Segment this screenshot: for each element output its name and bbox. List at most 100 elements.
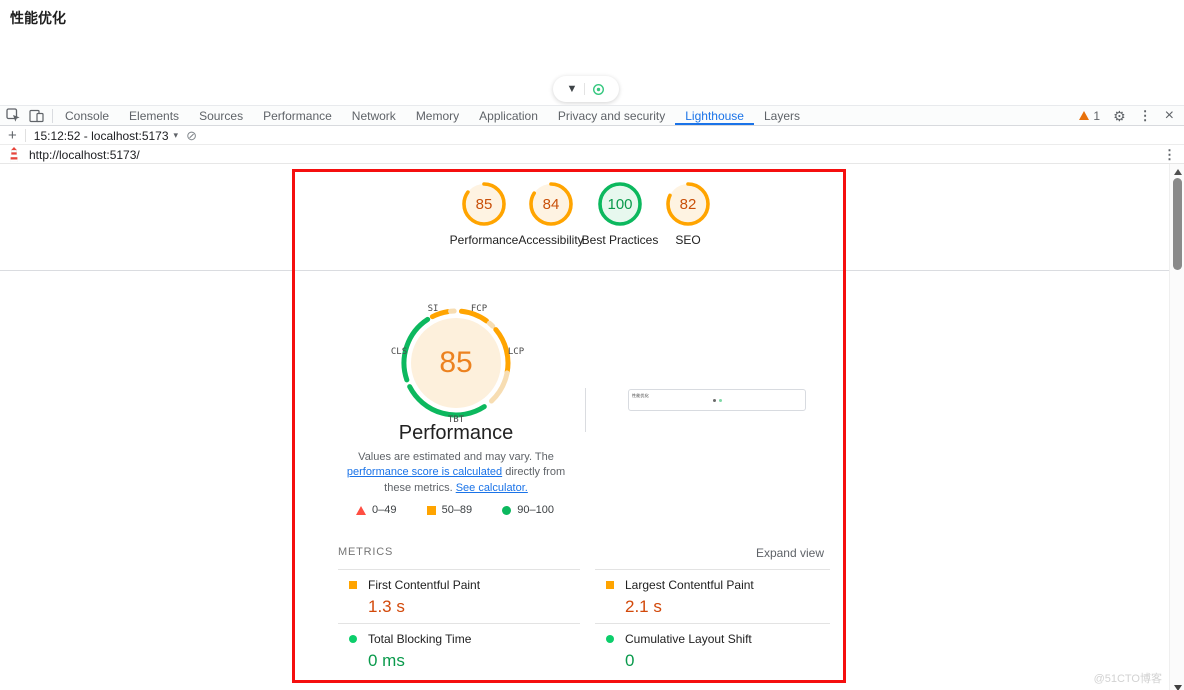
device-toolbar-icon[interactable]	[29, 109, 44, 123]
settings-gear-icon[interactable]: ⚙	[1113, 107, 1126, 124]
legend-range: 0–49	[372, 504, 397, 516]
performance-section-title: Performance	[398, 422, 514, 444]
lighthouse-run-toolbar: + 15:12:52 - localhost:5173 ▾ ⊘	[0, 127, 1184, 145]
si-label: SI	[427, 304, 439, 314]
thumbnail-page-title: 性能优化	[632, 393, 649, 399]
lighthouse-logo-icon	[8, 147, 20, 162]
metric-first-contentful-paint: First Contentful Paint 1.3 s	[338, 569, 580, 623]
expand-view-toggle[interactable]: Expand view	[755, 546, 824, 560]
gauge-fill	[600, 184, 640, 224]
tbt-segment	[407, 384, 487, 418]
clear-reports-icon[interactable]: ⊘	[186, 128, 197, 143]
tab-elements[interactable]: Elements	[129, 108, 180, 123]
lcp-segment	[493, 327, 511, 376]
performance-gauge[interactable]	[396, 303, 516, 428]
metric-value: 2.1 s	[625, 597, 662, 616]
tab-privacy-and-security[interactable]: Privacy and security	[557, 108, 666, 123]
console-warnings-badge[interactable]: 1	[1079, 109, 1100, 123]
chevron-down-icon: ▾	[173, 130, 179, 140]
lcp-label: LCP	[507, 347, 525, 357]
metric-name: Largest Contentful Paint	[625, 578, 754, 592]
tbt-label: TBT	[447, 415, 465, 425]
watermark: @51CTO博客	[1093, 673, 1162, 685]
fail-triangle-icon	[356, 505, 366, 515]
metric-value: 0 ms	[368, 651, 405, 670]
scrollbar-thumb[interactable]	[1173, 178, 1182, 270]
metric-value: 1.3 s	[368, 597, 405, 616]
report-url: http://localhost:5173/	[29, 147, 140, 162]
see-calculator-link[interactable]: See calculator.	[455, 481, 528, 494]
score-best-practices[interactable]: 100 Best Practices	[580, 181, 660, 248]
score-label: SEO	[675, 233, 701, 247]
tab-lighthouse[interactable]: Lighthouse	[675, 106, 754, 125]
page-screenshot-thumbnail[interactable]: 性能优化	[628, 389, 806, 411]
score-value: 82	[679, 195, 697, 213]
vertical-scrollbar[interactable]	[1169, 164, 1184, 690]
close-devtools-icon[interactable]: ×	[1164, 106, 1174, 124]
gauge-fill	[668, 184, 708, 224]
legend-fail: 0–49	[356, 504, 396, 516]
score-description: Values are estimated and may vary. The p…	[336, 450, 576, 496]
pass-circle-icon	[349, 635, 357, 643]
tab-performance[interactable]: Performance	[263, 108, 332, 123]
score-value: 84	[542, 195, 560, 213]
gauge-inner-fill	[411, 318, 501, 408]
performance-score-value: 85	[439, 346, 473, 379]
column-divider	[585, 388, 586, 432]
scroll-down-icon[interactable]	[1173, 685, 1182, 690]
score-label: Accessibility	[518, 233, 584, 247]
metric-name: First Contentful Paint	[368, 578, 481, 592]
legend-range: 50–89	[441, 504, 473, 516]
devtools-menu-icon[interactable]: ⋮	[1138, 108, 1152, 123]
score-calculation-link[interactable]: performance score is calculated	[346, 466, 503, 479]
metric-largest-contentful-paint: Largest Contentful Paint 2.1 s	[595, 569, 830, 623]
toolbar-separator	[52, 108, 53, 123]
score-value: 100	[607, 195, 633, 213]
tab-application[interactable]: Application	[479, 108, 538, 123]
gauge-fill	[464, 184, 504, 224]
metric-value: 0	[625, 651, 635, 670]
new-report-icon[interactable]: +	[8, 127, 17, 144]
pass-circle-icon	[606, 635, 614, 643]
score-seo[interactable]: 82 SEO	[648, 181, 728, 248]
inspect-element-icon[interactable]	[6, 108, 21, 123]
report-selector-label: 15:12:52 - localhost:5173	[33, 128, 169, 143]
tab-layers[interactable]: Layers	[763, 108, 800, 123]
pass-circle-icon	[502, 505, 512, 515]
score-performance[interactable]: 85 Performance	[444, 181, 524, 248]
legend-pass: 90–100	[502, 504, 554, 516]
score-legend: 0–49 50–89 90–100	[356, 504, 554, 516]
fcp-segment	[458, 308, 490, 324]
metrics-section-heading: METRICS	[338, 546, 394, 558]
report-selector-dropdown[interactable]: 15:12:52 - localhost:5173 ▾	[34, 129, 178, 143]
score-label: Best Practices	[581, 233, 659, 247]
tab-sources[interactable]: Sources	[199, 108, 244, 123]
tab-memory[interactable]: Memory	[415, 108, 460, 123]
filter-icon[interactable]: ▼	[566, 82, 578, 95]
section-divider	[0, 270, 1184, 271]
pill-divider	[584, 83, 586, 95]
toolbar-separator	[24, 129, 26, 142]
metric-name: Cumulative Layout Shift	[625, 632, 752, 646]
scroll-up-icon[interactable]	[1173, 169, 1182, 175]
tab-network[interactable]: Network	[351, 108, 396, 123]
score-accessibility[interactable]: 84 Accessibility	[511, 181, 591, 248]
devtools-tabbar: Console Elements Sources Performance Net…	[0, 105, 1184, 126]
fcp-remainder-segment	[486, 320, 496, 329]
warning-count: 1	[1093, 108, 1101, 123]
thumbnail-overlay-dots	[629, 390, 805, 410]
description-text: directly from these metrics.	[384, 466, 566, 494]
target-picker-icon[interactable]	[592, 83, 605, 96]
report-options-icon[interactable]: ⋮	[1163, 147, 1176, 162]
legend-average: 50–89	[426, 504, 473, 516]
legend-range: 90–100	[517, 504, 554, 516]
lcp-remainder-segment	[488, 370, 510, 404]
si-segment	[429, 309, 451, 320]
metric-cumulative-layout-shift: Cumulative Layout Shift 0	[595, 623, 830, 677]
report-url-row: http://localhost:5173/ ⋮	[0, 146, 1184, 164]
tab-console[interactable]: Console	[65, 108, 110, 123]
cls-label: CLS	[390, 347, 408, 357]
cls-segment	[401, 316, 431, 383]
metric-total-blocking-time: Total Blocking Time 0 ms	[338, 623, 580, 677]
